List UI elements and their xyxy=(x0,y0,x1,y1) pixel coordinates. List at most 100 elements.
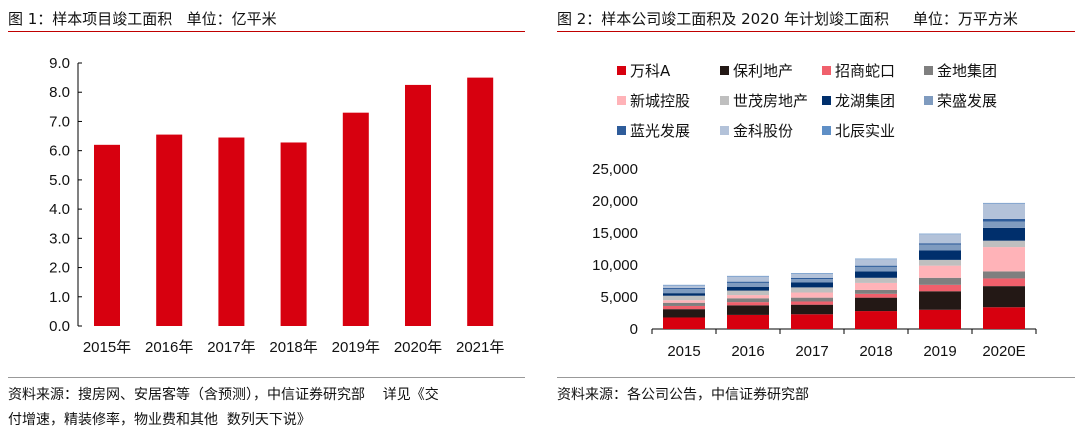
legend-item: 新城控股 xyxy=(617,90,690,111)
x-tick-label: 2015 xyxy=(667,343,700,360)
bar-segment xyxy=(855,277,897,283)
y-tick-label: 20,000 xyxy=(592,193,638,210)
bar-segment xyxy=(727,295,769,299)
bar-segment xyxy=(791,273,833,278)
legend-item: 保利地产 xyxy=(720,60,793,81)
bar-segment xyxy=(663,300,705,303)
bar-segment xyxy=(791,301,833,305)
x-tick-label: 2019 xyxy=(923,343,956,360)
legend-label: 龙湖集团 xyxy=(835,92,896,110)
bar-segment xyxy=(663,284,705,286)
legend-swatch xyxy=(720,66,729,75)
y-tick-label: 3.0 xyxy=(49,230,70,247)
legend-label: 世茂房地产 xyxy=(733,92,809,110)
y-tick-label: 25,000 xyxy=(592,161,638,178)
y-tick-label: 5.0 xyxy=(49,172,70,189)
bar-segment xyxy=(727,276,769,282)
legend-item: 龙湖集团 xyxy=(822,90,895,111)
legend-label: 金科股份 xyxy=(733,122,794,140)
bar-segment xyxy=(727,302,769,306)
bar-segment xyxy=(855,289,897,294)
bar xyxy=(342,112,369,326)
bar-segment xyxy=(919,259,961,266)
legend-item: 蓝光发展 xyxy=(617,120,690,141)
legend-item: 金地集团 xyxy=(924,60,997,81)
chart2-title: 图 2：样本公司竣工面积及 2020 年计划竣工面积 单位：万平方米 xyxy=(557,10,1018,28)
x-tick-label: 2020年 xyxy=(394,339,442,356)
bar xyxy=(94,144,120,326)
chart2-source: 资料来源：各公司公告，中信证券研究部 xyxy=(557,387,809,403)
legend-label: 招商蛇口 xyxy=(835,62,896,80)
bar-segment xyxy=(791,297,833,302)
legend-label: 荣盛发展 xyxy=(937,92,998,110)
bar-segment xyxy=(727,281,769,283)
bar-segment xyxy=(983,247,1025,272)
legend-swatch xyxy=(720,126,729,135)
bar-segment xyxy=(663,289,705,294)
bar-segment xyxy=(983,271,1025,279)
chart1-svg: 0.0 1.0 2.0 3.0 4.0 5.0 6.0 7.0 8.0 9.0 2015年 2016年… xyxy=(49,55,504,356)
legend-swatch xyxy=(720,96,729,105)
bar xyxy=(405,84,431,327)
legend-item: 荣盛发展 xyxy=(924,90,997,111)
bar-segment xyxy=(919,291,961,310)
bar xyxy=(280,142,307,326)
legend-label: 新城控股 xyxy=(630,92,691,110)
bar-segment xyxy=(791,273,833,274)
bar-segment xyxy=(855,259,897,266)
bar-segment xyxy=(919,284,961,292)
legend-item: 北辰实业 xyxy=(822,120,895,141)
bar-segment xyxy=(855,271,897,278)
chart1-bottom-rule xyxy=(8,377,525,378)
legend-item: 世茂房地产 xyxy=(720,90,808,111)
bar-segment xyxy=(791,314,833,329)
bar-segment xyxy=(983,203,1025,219)
legend-label: 万科A xyxy=(630,62,671,80)
x-tick-label: 2021年 xyxy=(456,339,504,356)
bar-segment xyxy=(983,221,1025,228)
y-tick-label: 10,000 xyxy=(592,257,638,274)
bar-segment xyxy=(663,302,705,306)
x-tick-label: 2015年 xyxy=(83,339,131,356)
bar-segment xyxy=(663,288,705,289)
bar-segment xyxy=(727,290,769,296)
bar-segment xyxy=(855,258,897,260)
bar-segment xyxy=(983,240,1025,248)
bar-segment xyxy=(791,304,833,315)
y-tick-label: 2.0 xyxy=(49,260,70,277)
bar-segment xyxy=(983,286,1025,308)
bar-segment xyxy=(663,285,705,289)
bar-segment xyxy=(727,286,769,291)
y-tick-label: 0.0 xyxy=(49,318,70,335)
bar-segment xyxy=(855,311,897,329)
y-tick-label: 1.0 xyxy=(49,289,70,306)
y-tick-label: 4.0 xyxy=(49,201,70,218)
bar-segment xyxy=(663,309,705,318)
y-tick-label: 8.0 xyxy=(49,84,70,101)
bar-segment xyxy=(919,265,961,278)
bar-segment xyxy=(919,250,961,260)
legend-swatch xyxy=(924,66,933,75)
bar xyxy=(467,77,494,326)
legend-swatch xyxy=(822,96,831,105)
legend-item: 金科股份 xyxy=(720,120,793,141)
legend-swatch xyxy=(617,66,626,75)
bar-segment xyxy=(919,243,961,245)
legend-label: 蓝光发展 xyxy=(630,122,691,140)
legend-swatch xyxy=(924,96,933,105)
bar-segment xyxy=(919,244,961,251)
legend-label: 金地集团 xyxy=(937,62,998,80)
bar xyxy=(218,137,245,326)
bar-segment xyxy=(663,295,705,301)
x-tick-label: 2018年 xyxy=(269,339,317,356)
bar-segment xyxy=(727,275,769,277)
bar-segment xyxy=(919,277,961,285)
bar xyxy=(156,134,183,326)
x-tick-label: 2018 xyxy=(859,343,892,360)
bar-segment xyxy=(791,292,833,298)
legend-swatch xyxy=(822,66,831,75)
legend-item: 招商蛇口 xyxy=(822,60,895,81)
bar-segment xyxy=(983,278,1025,287)
legend-label: 北辰实业 xyxy=(835,122,896,140)
bar-segment xyxy=(791,282,833,288)
